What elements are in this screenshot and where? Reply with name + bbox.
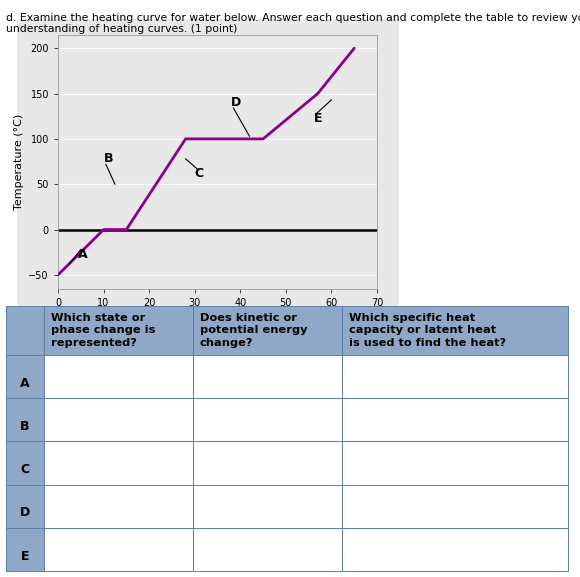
Bar — [342, 485, 568, 528]
FancyBboxPatch shape — [16, 20, 399, 324]
Bar — [44, 441, 193, 485]
Text: D: D — [231, 96, 241, 109]
Y-axis label: Temperature (°C): Temperature (°C) — [14, 114, 24, 209]
Bar — [193, 355, 342, 398]
Text: E: E — [21, 550, 29, 563]
Bar — [193, 306, 342, 355]
Text: d. Examine the heating curve for water below. Answer each question and complete : d. Examine the heating curve for water b… — [6, 13, 580, 23]
Text: understanding of heating curves. (1 point): understanding of heating curves. (1 poin… — [6, 24, 237, 34]
Bar — [6, 398, 44, 441]
Bar — [6, 355, 44, 398]
Bar — [44, 306, 193, 355]
Text: A: A — [78, 249, 88, 261]
Bar — [6, 485, 44, 528]
Text: Which specific heat
capacity or latent heat
is used to find the heat?: Which specific heat capacity or latent h… — [349, 313, 506, 348]
Bar — [193, 398, 342, 441]
Bar — [193, 441, 342, 485]
Bar — [342, 306, 568, 355]
Bar — [342, 355, 568, 398]
Text: D: D — [20, 507, 30, 519]
Text: C: C — [20, 463, 30, 476]
Bar — [6, 306, 44, 355]
Bar — [342, 441, 568, 485]
Bar — [44, 398, 193, 441]
Text: Does kinetic or
potential energy
change?: Does kinetic or potential energy change? — [200, 313, 307, 348]
Bar — [342, 398, 568, 441]
Text: Which state or
phase change is
represented?: Which state or phase change is represent… — [51, 313, 155, 348]
Bar — [193, 528, 342, 571]
Bar — [44, 485, 193, 528]
Bar — [6, 528, 44, 571]
Text: C: C — [195, 167, 204, 180]
Bar — [193, 485, 342, 528]
Bar — [342, 528, 568, 571]
Text: A: A — [20, 377, 30, 389]
Bar — [6, 441, 44, 485]
Text: E: E — [314, 113, 322, 125]
Text: B: B — [20, 420, 30, 433]
Bar — [44, 355, 193, 398]
Bar — [44, 528, 193, 571]
X-axis label: Time (min): Time (min) — [184, 312, 251, 322]
Text: B: B — [103, 152, 113, 166]
